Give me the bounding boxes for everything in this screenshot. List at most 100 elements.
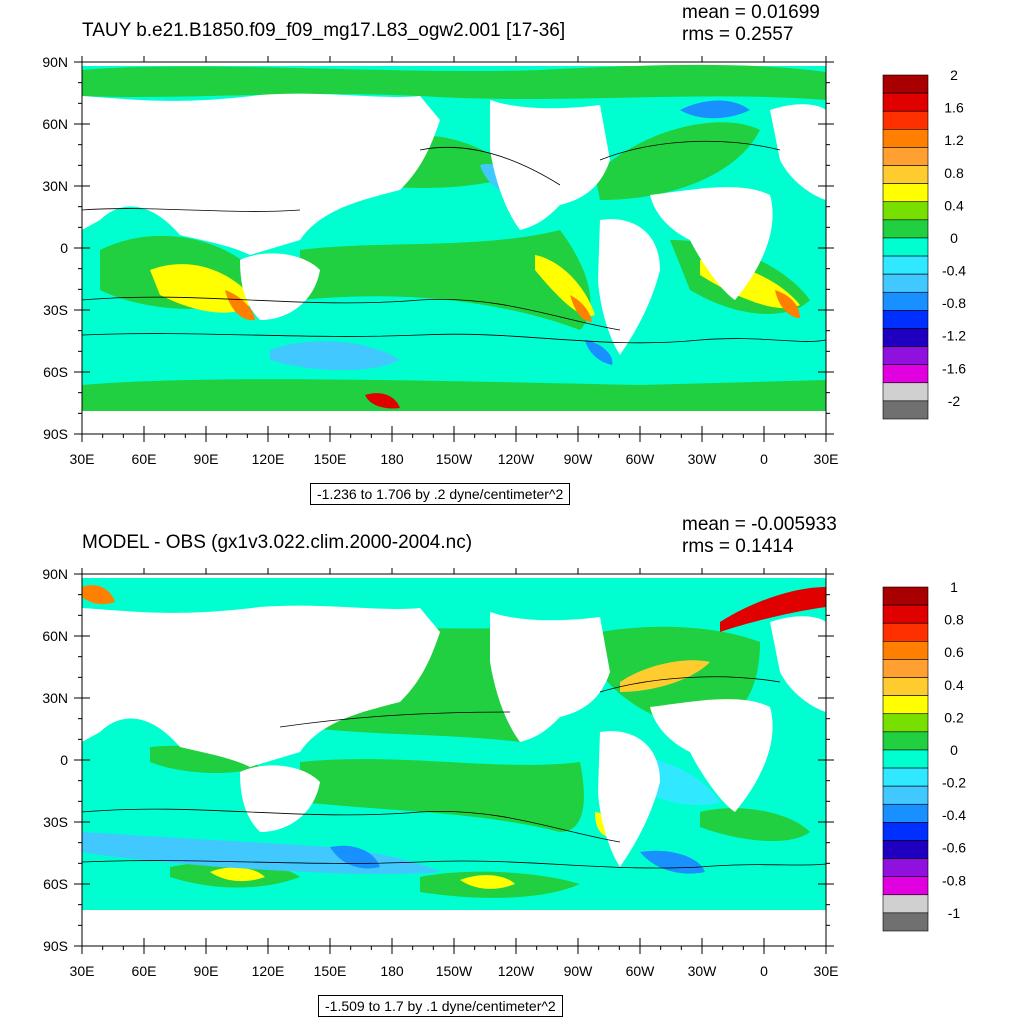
colorbar-swatch <box>882 310 929 329</box>
colorbar-label: 0.8 <box>944 165 964 181</box>
lon-tick-label: 90E <box>194 451 219 467</box>
colorbar-label: 0 <box>950 742 958 758</box>
mean-label: mean = 0.01699 <box>682 2 820 23</box>
lon-tick-label: 60E <box>132 451 157 467</box>
colorbar-swatch <box>882 129 929 148</box>
peru-peak <box>570 295 592 322</box>
lat-tick-label: 90S <box>43 938 68 954</box>
colorbar-swatch <box>882 74 929 94</box>
lat-tick-label: 60S <box>43 876 68 892</box>
colorbar-swatch <box>882 165 929 184</box>
colorbar-swatch <box>882 622 929 642</box>
colorbar-label: 1.6 <box>944 100 964 116</box>
map-ticks: 30E 60E 90E 120E 150E 180 150W 120W 90W 60W 30W 0 30… <box>42 566 838 979</box>
colorbar-swatch <box>882 219 929 239</box>
colorbar-swatch <box>882 876 929 896</box>
arctic-band <box>82 64 826 100</box>
colorbar-swatch <box>882 713 929 733</box>
barents-high <box>82 585 115 605</box>
colorbar-swatch <box>882 364 929 384</box>
colorbar-swatch <box>882 92 929 112</box>
lat-tick-label: 30N <box>42 690 68 706</box>
map-field <box>82 574 826 946</box>
colorbar-label: 0.6 <box>944 644 964 660</box>
lon-tick-label: 150W <box>436 963 473 979</box>
lat-tick-label: 90N <box>42 54 68 70</box>
lon-tick-label: 0 <box>760 963 768 979</box>
lon-tick-label: 120E <box>252 963 285 979</box>
lon-tick-label: 0 <box>760 451 768 467</box>
lon-tick-label: 120W <box>498 963 535 979</box>
south-atlantic-positive <box>700 808 810 842</box>
colorbar-swatch <box>882 767 929 787</box>
colorbar-label: -0.6 <box>942 840 966 856</box>
lon-tick-label: 90E <box>194 963 219 979</box>
colorbar: 1 0.8 0.6 0.4 0.2 0 -0.2 -0.4 -0.6 -0.8 -1 <box>882 579 966 932</box>
contour-range-label: -1.509 to 1.7 by .1 dyne/centimeter^2 <box>318 995 563 1017</box>
colorbar-label: -1.6 <box>942 360 966 376</box>
lon-tick-label: 120W <box>498 451 535 467</box>
map-figure: 30E 60E 90E 120E 150E 180 150W 120W 90W 60W 30W 0 30… <box>42 566 966 979</box>
colorbar-label: -0.8 <box>942 295 966 311</box>
colorbar-swatch <box>882 255 929 275</box>
colorbar-label: 0.2 <box>944 709 964 725</box>
colorbar-swatch <box>882 731 929 751</box>
colorbar-swatch <box>882 894 929 914</box>
colorbar-swatch <box>882 183 929 203</box>
pacific-sector-high <box>460 875 515 889</box>
contour-lines <box>82 676 826 869</box>
colorbar-swatch <box>882 912 929 932</box>
lon-tick-label: 30W <box>688 963 718 979</box>
contour-lines <box>82 140 826 344</box>
colorbar-swatch <box>882 822 929 841</box>
colorbar-swatch <box>882 641 929 660</box>
lon-tick-label: 90W <box>564 451 594 467</box>
lat-tick-label: 30S <box>43 814 68 830</box>
lon-tick-label: 30E <box>70 451 95 467</box>
peru-high <box>535 255 595 316</box>
lon-tick-label: 30W <box>688 451 718 467</box>
map-ticks: 30E 60E 90E 120E 150E 180 150W 120W 90W 60W 30W 0 30… <box>42 54 838 467</box>
lon-tick-label: 30E <box>814 451 839 467</box>
lat-tick-label: 60N <box>42 628 68 644</box>
colorbar-label: 1 <box>950 579 958 595</box>
panel-model-minus-obs: MODEL - OBS (gx1v3.022.clim.2000-2004.nc… <box>0 512 1024 1024</box>
contour-range-label: -1.236 to 1.706 by .2 dyne/centimeter^2 <box>310 483 571 505</box>
tropical-pacific-positive <box>300 759 584 832</box>
lat-tick-label: 30S <box>43 302 68 318</box>
colorbar-swatch <box>882 328 929 347</box>
colorbar-swatch <box>882 586 929 606</box>
colorbar-label: -0.4 <box>942 263 966 279</box>
land <box>82 93 826 434</box>
colorbar-swatch <box>882 346 929 365</box>
lon-tick-label: 180 <box>380 451 404 467</box>
kerguelen-high <box>210 867 265 882</box>
ross-sea-peak <box>365 393 400 409</box>
map-title: MODEL - OBS (gx1v3.022.clim.2000-2004.nc… <box>82 532 473 553</box>
lon-tick-label: 150E <box>314 963 347 979</box>
colorbar-swatch <box>882 840 929 859</box>
lat-tick-label: 30N <box>42 178 68 194</box>
colorbar-swatch <box>882 785 929 805</box>
panel-tauy: TAUY b.e21.B1850.f09_f09_mg17.L83_ogw2.0… <box>42 2 966 505</box>
lon-tick-label: 150E <box>314 451 347 467</box>
colorbar-swatch <box>882 400 929 420</box>
colorbar-swatch <box>882 677 929 696</box>
colorbar-label: 0.4 <box>944 677 964 693</box>
colorbar-swatch <box>882 201 929 221</box>
colorbar-swatch <box>882 659 929 678</box>
colorbar-label: 2 <box>950 67 958 83</box>
south-pacific-positive <box>300 230 591 330</box>
colorbar-label: -1 <box>948 905 961 921</box>
rms-label: rms = 0.1414 <box>682 536 794 557</box>
colorbar-swatch <box>882 291 929 311</box>
indian-peak <box>225 290 255 321</box>
lon-tick-label: 30E <box>70 963 95 979</box>
lon-tick-label: 60W <box>626 963 656 979</box>
colorbar-label: -0.4 <box>942 807 966 823</box>
colorbar-swatch <box>882 604 929 624</box>
colorbar-label: -0.8 <box>942 872 966 888</box>
benguela-peak <box>775 290 800 318</box>
indian-positive <box>150 745 260 774</box>
colorbar-label: 1.2 <box>944 132 964 148</box>
